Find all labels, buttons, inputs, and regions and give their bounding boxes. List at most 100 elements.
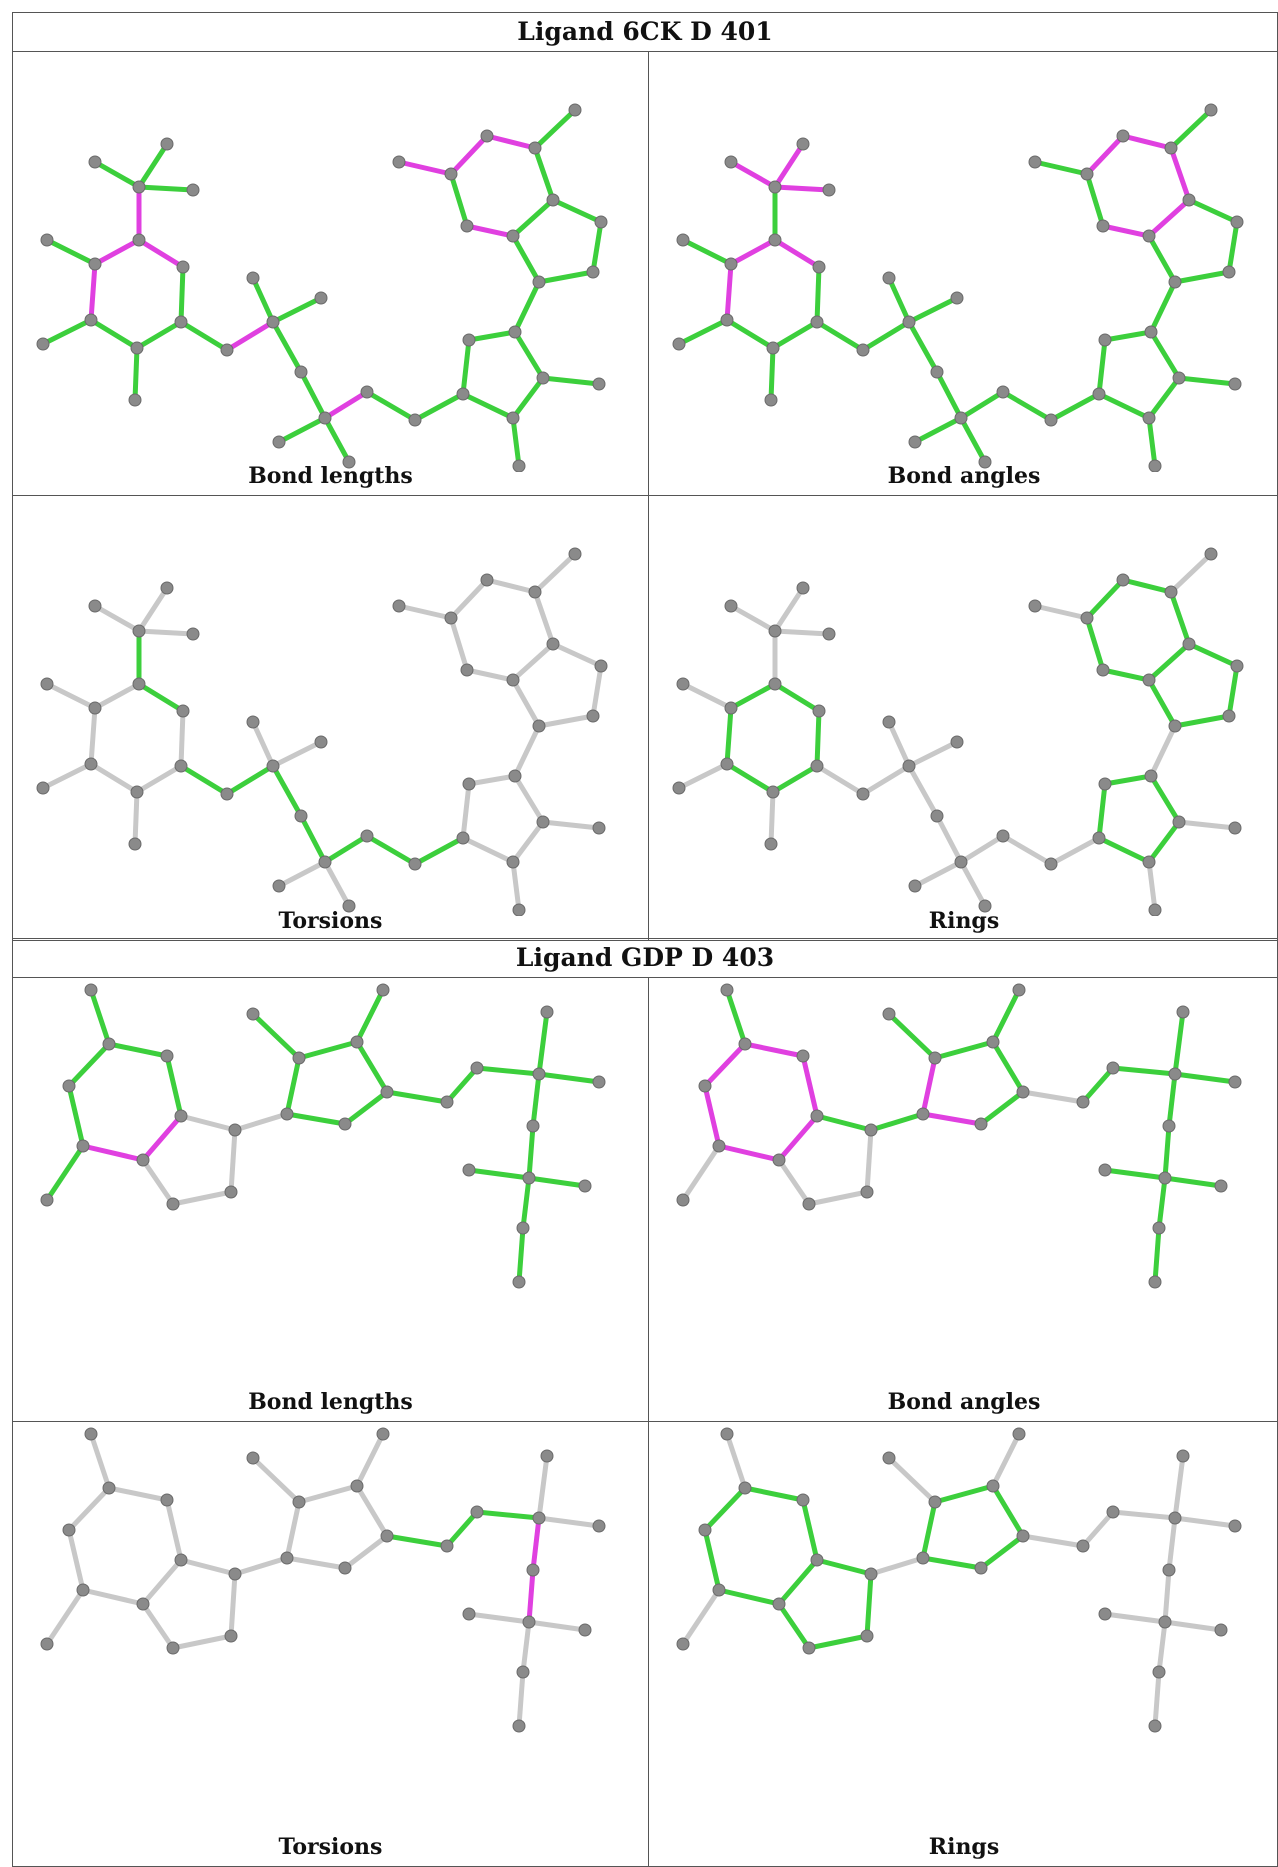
atom xyxy=(1162,1119,1176,1133)
atom xyxy=(174,315,188,329)
atom xyxy=(720,313,734,327)
bond xyxy=(510,375,546,421)
atom xyxy=(380,1085,394,1099)
bond xyxy=(800,1497,820,1563)
bond xyxy=(520,1175,532,1231)
atom xyxy=(444,167,458,181)
atom xyxy=(1176,1449,1190,1463)
bond xyxy=(1226,663,1240,719)
bond xyxy=(232,1555,290,1577)
bond xyxy=(526,1123,536,1181)
bond xyxy=(1146,859,1158,913)
bond xyxy=(460,781,472,841)
bond xyxy=(814,319,866,353)
atom xyxy=(796,1049,810,1063)
molecule-diagram-6ck-torsions xyxy=(36,547,608,916)
atom xyxy=(160,137,174,151)
atom xyxy=(470,1061,484,1075)
bond xyxy=(250,1011,302,1061)
bond xyxy=(702,1485,748,1533)
atom xyxy=(1168,1067,1182,1081)
atom xyxy=(228,1567,242,1581)
atom xyxy=(266,315,280,329)
atom xyxy=(526,1563,540,1577)
atom xyxy=(676,233,690,247)
bond xyxy=(1172,269,1232,285)
ligand-gdp-block: Ligand GDP D 403 Bond lengths Bond angle… xyxy=(12,938,1278,1867)
atom xyxy=(132,677,146,691)
atom xyxy=(536,815,550,829)
atom xyxy=(1164,141,1178,155)
atom xyxy=(1228,1519,1242,1533)
bond xyxy=(412,391,466,423)
atom xyxy=(380,1529,394,1543)
panel-caption: Rings xyxy=(928,908,1000,934)
atom xyxy=(462,333,476,347)
bond xyxy=(768,345,776,403)
bond xyxy=(1172,1515,1238,1529)
bond xyxy=(66,1083,86,1149)
atom xyxy=(810,1109,824,1123)
panel-gdp-bond-lengths: Bond lengths xyxy=(13,978,649,1422)
atom xyxy=(594,215,608,229)
atom xyxy=(1214,1623,1228,1637)
atom xyxy=(996,829,1010,843)
bond xyxy=(384,1089,450,1105)
atom xyxy=(342,455,356,469)
bond xyxy=(298,813,328,865)
bond xyxy=(178,1113,238,1133)
ligand-gdp-title: Ligand GDP D 403 xyxy=(13,939,1277,978)
bond xyxy=(448,171,470,229)
bond xyxy=(742,1485,806,1503)
atom xyxy=(246,1007,260,1021)
atom xyxy=(1148,1275,1162,1289)
bond xyxy=(1080,1509,1116,1549)
bond xyxy=(136,141,170,190)
atom xyxy=(698,1079,712,1093)
atom xyxy=(1142,673,1156,687)
atom xyxy=(672,781,686,795)
atom xyxy=(132,624,146,638)
atom xyxy=(724,599,738,613)
atom xyxy=(1172,815,1186,829)
atom xyxy=(376,983,390,997)
bond xyxy=(978,1089,1026,1127)
atom xyxy=(1172,371,1186,385)
bond xyxy=(510,197,556,239)
atom xyxy=(462,777,476,791)
bond xyxy=(474,1509,542,1521)
bond xyxy=(484,133,538,151)
bond xyxy=(474,1065,542,1077)
atom xyxy=(318,855,332,869)
bond xyxy=(934,813,964,865)
bond xyxy=(322,415,352,465)
atom xyxy=(1098,1163,1112,1177)
atom xyxy=(978,455,992,469)
atom xyxy=(102,1037,116,1051)
atom xyxy=(1168,719,1182,733)
atom xyxy=(526,1119,540,1133)
bond xyxy=(80,1143,146,1163)
bond xyxy=(920,1111,984,1127)
atom xyxy=(280,1551,294,1565)
bond xyxy=(460,835,516,865)
atom xyxy=(1028,155,1042,169)
atom xyxy=(456,387,470,401)
atom xyxy=(174,1553,188,1567)
panel-6ck-bond-angles: Bond angles xyxy=(649,52,1278,496)
bond xyxy=(512,773,546,825)
molecule-diagram-6ck-rings xyxy=(672,547,1244,916)
atom xyxy=(62,1079,76,1093)
atom xyxy=(1076,1539,1090,1553)
atom xyxy=(186,627,200,641)
atom xyxy=(532,719,546,733)
atom xyxy=(568,547,582,561)
bond xyxy=(702,1083,722,1149)
bond xyxy=(444,1509,480,1549)
atom xyxy=(1098,1607,1112,1621)
atom xyxy=(712,1583,726,1597)
bond xyxy=(466,329,518,343)
bond xyxy=(532,589,556,647)
atom xyxy=(1148,1719,1162,1733)
bond xyxy=(1148,773,1182,825)
